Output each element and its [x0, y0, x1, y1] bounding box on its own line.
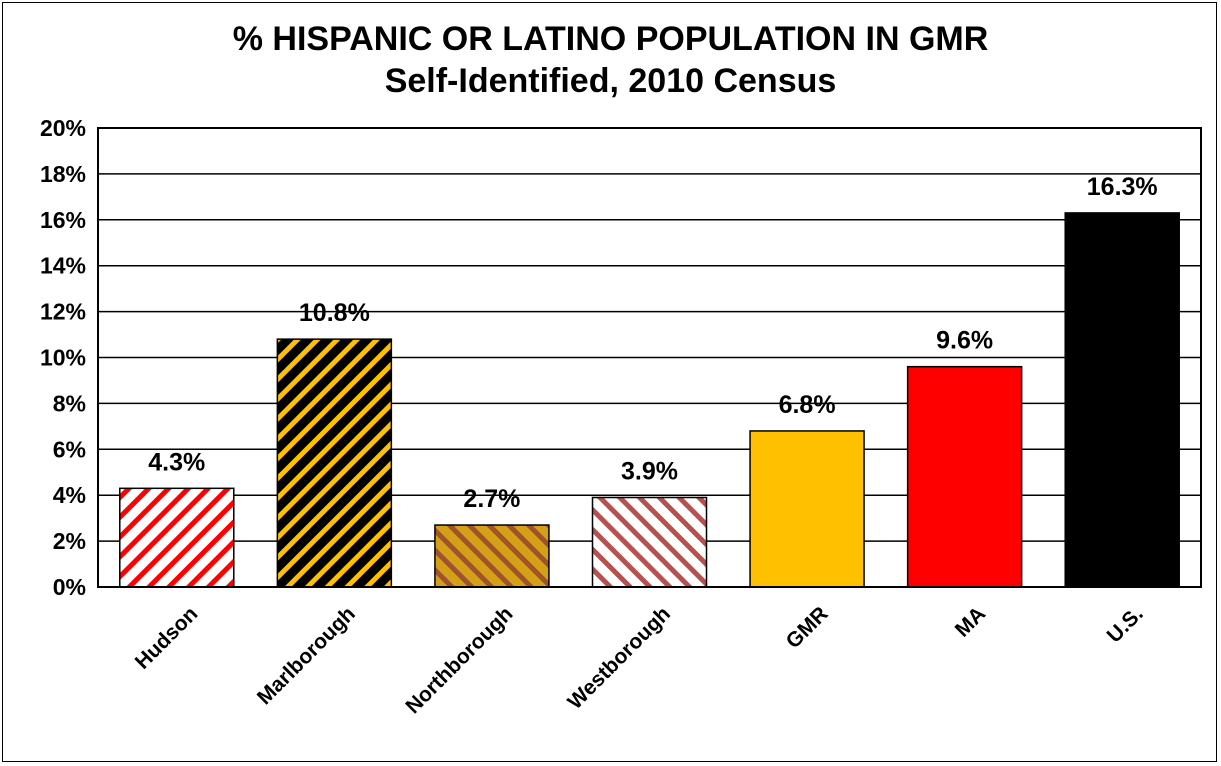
data-label: 2.7%	[463, 485, 520, 513]
bar-hudson	[119, 487, 235, 588]
data-label: 4.3%	[148, 448, 205, 476]
data-label: 16.3%	[1087, 173, 1158, 201]
bars	[119, 212, 1180, 588]
y-tick-label: 18%	[40, 161, 86, 187]
x-tick-label: U.S.	[1103, 602, 1148, 647]
y-tick-label: 16%	[40, 207, 86, 233]
data-label: 6.8%	[779, 391, 836, 419]
bar-us	[1064, 212, 1180, 588]
bar-gmr	[749, 430, 865, 588]
bar-marlborough	[276, 338, 393, 588]
y-tick-label: 20%	[40, 115, 86, 141]
plot-area-border	[97, 127, 1202, 588]
bar-ma	[906, 365, 1023, 588]
data-label: 10.8%	[299, 299, 370, 327]
data-label: 3.9%	[621, 457, 678, 485]
y-tick-label: 0%	[53, 574, 86, 600]
y-tick-label: 2%	[53, 528, 86, 554]
chart-subtitle: Self-Identified, 2010 Census	[384, 62, 837, 100]
chart-title: % HISPANIC OR LATINO POPULATION IN GMR	[232, 20, 989, 58]
x-tick-label: Marlborough	[253, 602, 360, 709]
y-tick-label: 6%	[53, 436, 86, 462]
y-tick-label: 14%	[40, 253, 86, 279]
x-tick-label: Westborough	[563, 602, 675, 714]
y-tick-label: 4%	[53, 482, 86, 508]
data-label: 9.6%	[936, 327, 993, 355]
x-tick-label: MA	[951, 602, 990, 641]
x-tick-label: Hudson	[131, 602, 203, 674]
axes	[97, 127, 1202, 588]
x-tick-label: Northborough	[401, 602, 517, 718]
x-tick-label: GMR	[782, 602, 833, 653]
y-tick-label: 10%	[40, 345, 86, 371]
y-tick-label: 12%	[40, 299, 86, 325]
y-tick-label: 8%	[53, 390, 86, 416]
bar-westborough	[591, 496, 708, 588]
bar-northborough	[434, 524, 550, 588]
